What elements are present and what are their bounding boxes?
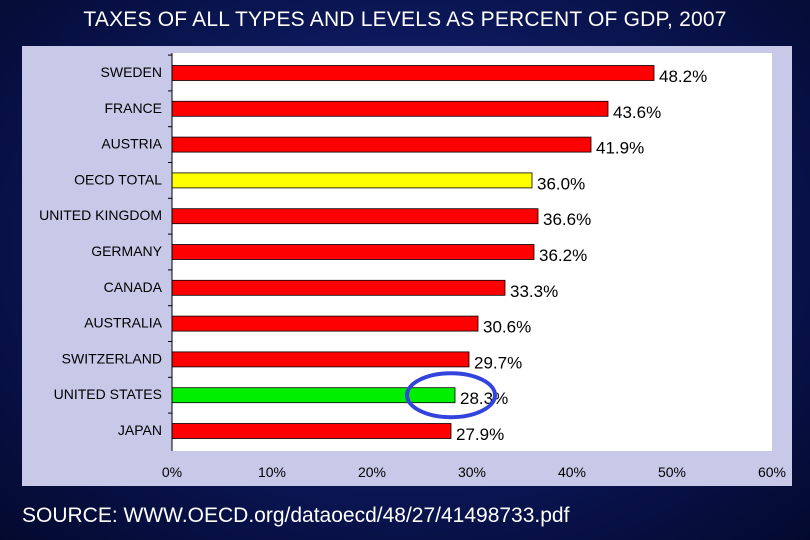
plot-panel: SWEDEN 48.2% FRANCE 43.6% AUSTRIA 41.9% OECD T… bbox=[22, 46, 792, 486]
category-label-sweden: SWEDEN bbox=[101, 64, 162, 80]
bar-canada bbox=[171, 279, 506, 296]
x-tick-label-60: 60% bbox=[758, 464, 786, 480]
bar-united-states bbox=[171, 387, 456, 404]
value-label-united-states: 28.3% bbox=[460, 389, 508, 408]
x-axis: 0% 10% 20% 30% 40% 50% 60% bbox=[162, 53, 786, 480]
category-label-switzerland: SWITZERLAND bbox=[62, 350, 162, 366]
bar-switzerland bbox=[171, 351, 470, 368]
x-tick-label-20: 20% bbox=[358, 464, 386, 480]
x-tick-label-10: 10% bbox=[258, 464, 286, 480]
x-tick-label-0: 0% bbox=[162, 464, 182, 480]
category-label-united-states: UNITED STATES bbox=[54, 386, 162, 402]
source-note: SOURCE: WWW.OECD.org/dataoecd/48/27/4149… bbox=[22, 504, 570, 527]
value-label-austria: 41.9% bbox=[596, 139, 644, 158]
bar-united-kingdom bbox=[171, 208, 539, 225]
bar-australia bbox=[171, 315, 479, 332]
bar-germany bbox=[171, 244, 535, 260]
bar-austria bbox=[171, 136, 592, 153]
value-label-canada: 33.3% bbox=[510, 282, 558, 301]
value-label-germany: 36.2% bbox=[539, 246, 587, 265]
highlight-circle bbox=[405, 371, 497, 420]
bar-japan bbox=[171, 423, 452, 439]
category-label-france: FRANCE bbox=[104, 100, 162, 116]
category-label-japan: JAPAN bbox=[118, 422, 162, 438]
value-label-switzerland: 29.7% bbox=[474, 353, 522, 372]
bar-france bbox=[171, 100, 609, 117]
category-label-australia: AUSTRALIA bbox=[84, 315, 162, 331]
x-tick-label-30: 30% bbox=[458, 464, 486, 480]
category-label-austria: AUSTRIA bbox=[101, 136, 162, 152]
category-label-canada: CANADA bbox=[104, 279, 163, 295]
category-label-oecd-total: OECD TOTAL bbox=[74, 171, 162, 187]
value-label-oecd-total: 36.0% bbox=[537, 174, 585, 193]
x-tick-label-50: 50% bbox=[658, 464, 686, 480]
bar-chart: SWEDEN 48.2% FRANCE 43.6% AUSTRIA 41.9% OECD T… bbox=[39, 53, 786, 480]
value-label-australia: 30.6% bbox=[483, 318, 531, 337]
value-label-united-kingdom: 36.6% bbox=[543, 210, 591, 229]
labels-layer: SWEDEN 48.2% FRANCE 43.6% AUSTRIA 41.9% OECD T… bbox=[39, 64, 707, 444]
bar-sweden bbox=[171, 65, 655, 81]
chart-title: TAXES OF ALL TYPES AND LEVELS AS PERCENT… bbox=[83, 8, 727, 31]
value-label-france: 43.6% bbox=[613, 103, 661, 122]
value-label-japan: 27.9% bbox=[456, 425, 504, 444]
x-tick-label-40: 40% bbox=[558, 464, 586, 480]
value-label-sweden: 48.2% bbox=[659, 67, 707, 86]
category-label-united-kingdom: UNITED KINGDOM bbox=[39, 207, 162, 223]
category-label-germany: GERMANY bbox=[91, 243, 162, 259]
bar-oecd-total bbox=[171, 172, 533, 189]
